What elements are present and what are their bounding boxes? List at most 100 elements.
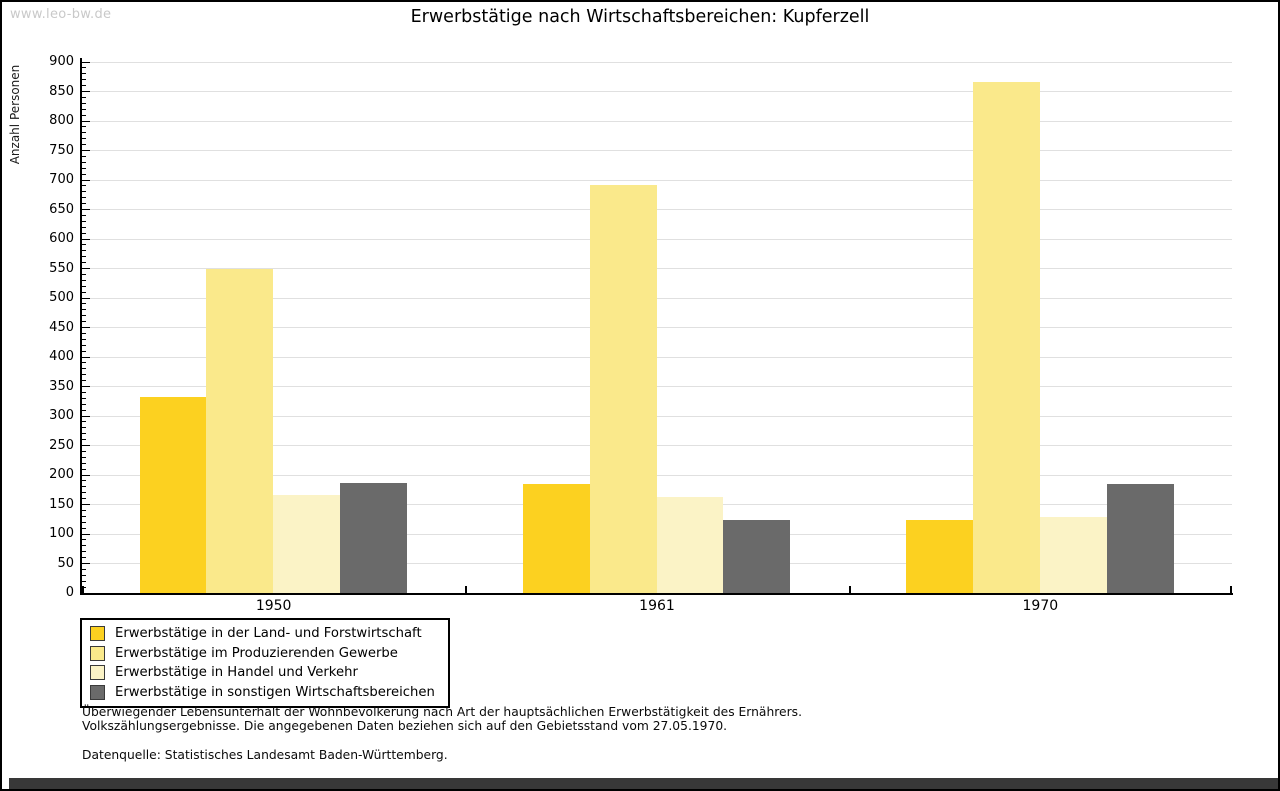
y-major-tick [82, 592, 90, 594]
y-major-tick [82, 445, 90, 446]
y-minor-tick [82, 580, 86, 582]
y-minor-tick [82, 315, 86, 317]
y-major-tick [82, 356, 90, 358]
bar-1950-produzierendes-gewerbe [206, 268, 274, 593]
y-major-tick [82, 533, 90, 535]
y-minor-tick [82, 492, 86, 494]
y-major-tick [82, 297, 90, 299]
y-minor-tick [82, 332, 86, 334]
y-major-tick [82, 179, 90, 181]
y-minor-tick [82, 291, 86, 293]
bar-1970-handel-verkehr [1039, 517, 1107, 593]
y-minor-tick [82, 138, 86, 140]
x-boundary-tick [465, 586, 468, 593]
chart-title: Erwerbstätige nach Wirtschaftsbereichen:… [410, 7, 870, 27]
x-axis-line [80, 593, 1233, 595]
y-major-tick [82, 504, 90, 505]
legend-label-handel-verkehr: Erwerbstätige in Handel und Verkehr [115, 665, 358, 681]
gridline-350 [82, 386, 1232, 387]
y-tick-label-800: 800 [49, 113, 74, 128]
y-minor-tick [82, 96, 86, 98]
y-tick-label-400: 400 [49, 349, 74, 364]
gridline-500 [82, 297, 1232, 299]
y-tick-label-350: 350 [49, 378, 74, 394]
y-minor-tick [82, 220, 86, 222]
legend-swatch-handel-verkehr [90, 665, 105, 681]
y-minor-tick [82, 403, 86, 405]
bar-1961-land-forstwirtschaft [522, 483, 590, 593]
y-tick-label-300: 300 [49, 408, 74, 423]
y-minor-tick [82, 350, 86, 352]
y-tick-label-50: 50 [57, 555, 74, 571]
y-minor-tick [82, 173, 86, 175]
y-minor-tick [82, 498, 86, 500]
y-minor-tick [82, 321, 86, 323]
y-minor-tick [82, 545, 86, 547]
bar-1970-land-forstwirtschaft [906, 519, 973, 593]
y-tick-label-500: 500 [49, 290, 74, 305]
y-major-tick [82, 238, 90, 240]
legend-swatch-produzierendes-gewerbe [90, 645, 105, 661]
footnote-line-1: Überwiegender Lebensunterhalt der Wohnbe… [82, 705, 802, 719]
legend-item-handel-verkehr: Erwerbstätige in Handel und Verkehr [90, 663, 435, 683]
y-minor-tick [82, 244, 86, 246]
gridline-250 [82, 445, 1232, 446]
legend-label-land-forstwirtschaft: Erwerbstätige in der Land- und Forstwirt… [115, 626, 422, 642]
y-minor-tick [82, 167, 86, 169]
y-tick-label-250: 250 [49, 437, 74, 453]
y-major-tick [82, 327, 90, 328]
gridline-800 [82, 120, 1232, 122]
y-minor-tick [82, 279, 86, 281]
y-tick-label-900: 900 [49, 54, 74, 69]
gridline-650 [82, 209, 1232, 210]
x-boundary-tick [848, 586, 851, 593]
legend-item-produzierendes-gewerbe: Erwerbstätige im Produzierenden Gewerbe [90, 644, 435, 664]
y-minor-tick [82, 397, 86, 399]
y-minor-tick [82, 132, 86, 134]
y-minor-tick [82, 450, 86, 452]
y-minor-tick [82, 79, 86, 81]
y-minor-tick [82, 486, 86, 488]
x-category-label-1970: 1970 [1022, 598, 1059, 614]
y-minor-tick [82, 85, 86, 87]
y-minor-tick [82, 374, 86, 376]
y-tick-label-0: 0 [65, 585, 74, 600]
gridline-600 [82, 238, 1232, 240]
y-minor-tick [82, 214, 86, 216]
gridline-200 [82, 474, 1232, 476]
y-minor-tick [82, 191, 86, 193]
y-minor-tick [82, 344, 86, 346]
legend-item-land-forstwirtschaft: Erwerbstätige in der Land- und Forstwirt… [90, 624, 435, 644]
y-minor-tick [82, 527, 86, 529]
bar-1961-produzierendes-gewerbe [589, 184, 657, 593]
x-boundary-tick [1230, 586, 1232, 593]
y-minor-tick [82, 232, 86, 234]
y-minor-tick [82, 67, 86, 69]
bar-1950-land-forstwirtschaft [139, 396, 207, 593]
legend-label-produzierendes-gewerbe: Erwerbstätige im Produzierenden Gewerbe [115, 645, 398, 661]
legend-label-sonstige-bereiche: Erwerbstätige in sonstigen Wirtschaftsbe… [115, 684, 435, 700]
y-minor-tick [82, 303, 86, 305]
legend-swatch-land-forstwirtschaft [90, 626, 105, 642]
y-minor-tick [82, 273, 86, 275]
window-bottom-shadow [9, 778, 1278, 789]
x-category-label-1950: 1950 [255, 598, 292, 614]
y-minor-tick [82, 456, 86, 458]
legend-box: Erwerbstätige in der Land- und Forstwirt… [80, 618, 450, 708]
y-minor-tick [82, 309, 86, 311]
y-minor-tick [82, 509, 86, 511]
y-minor-tick [82, 338, 86, 340]
y-major-tick [82, 61, 90, 63]
watermark-text: www.leo-bw.de [10, 7, 112, 22]
y-minor-tick [82, 144, 86, 146]
gridline-400 [82, 356, 1232, 358]
y-minor-tick [82, 161, 86, 163]
y-tick-label-450: 450 [49, 319, 74, 335]
legend-swatch-sonstige-bereiche [90, 684, 105, 700]
y-minor-tick [82, 557, 86, 559]
y-minor-tick [82, 126, 86, 128]
y-minor-tick [82, 155, 86, 157]
y-major-tick [82, 386, 90, 387]
y-minor-tick [82, 568, 86, 570]
